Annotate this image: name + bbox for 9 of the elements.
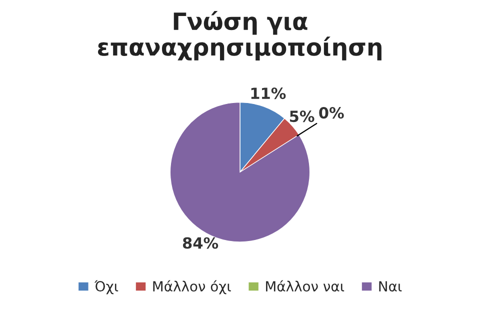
text: 0% [319,107,344,119]
data-label: 84% [182,237,218,249]
data-label: 5% [290,110,314,122]
legend-label: Ναι [379,281,402,292]
legend-label: Μάλλον όχι [153,280,231,294]
data-label: 11% [251,88,286,100]
legend-label: Όχι [94,280,118,294]
chart-title: Γνώση για επαναχρησιμοποίηση [98,10,382,60]
legend-label: Μάλλον ναι [266,280,344,292]
